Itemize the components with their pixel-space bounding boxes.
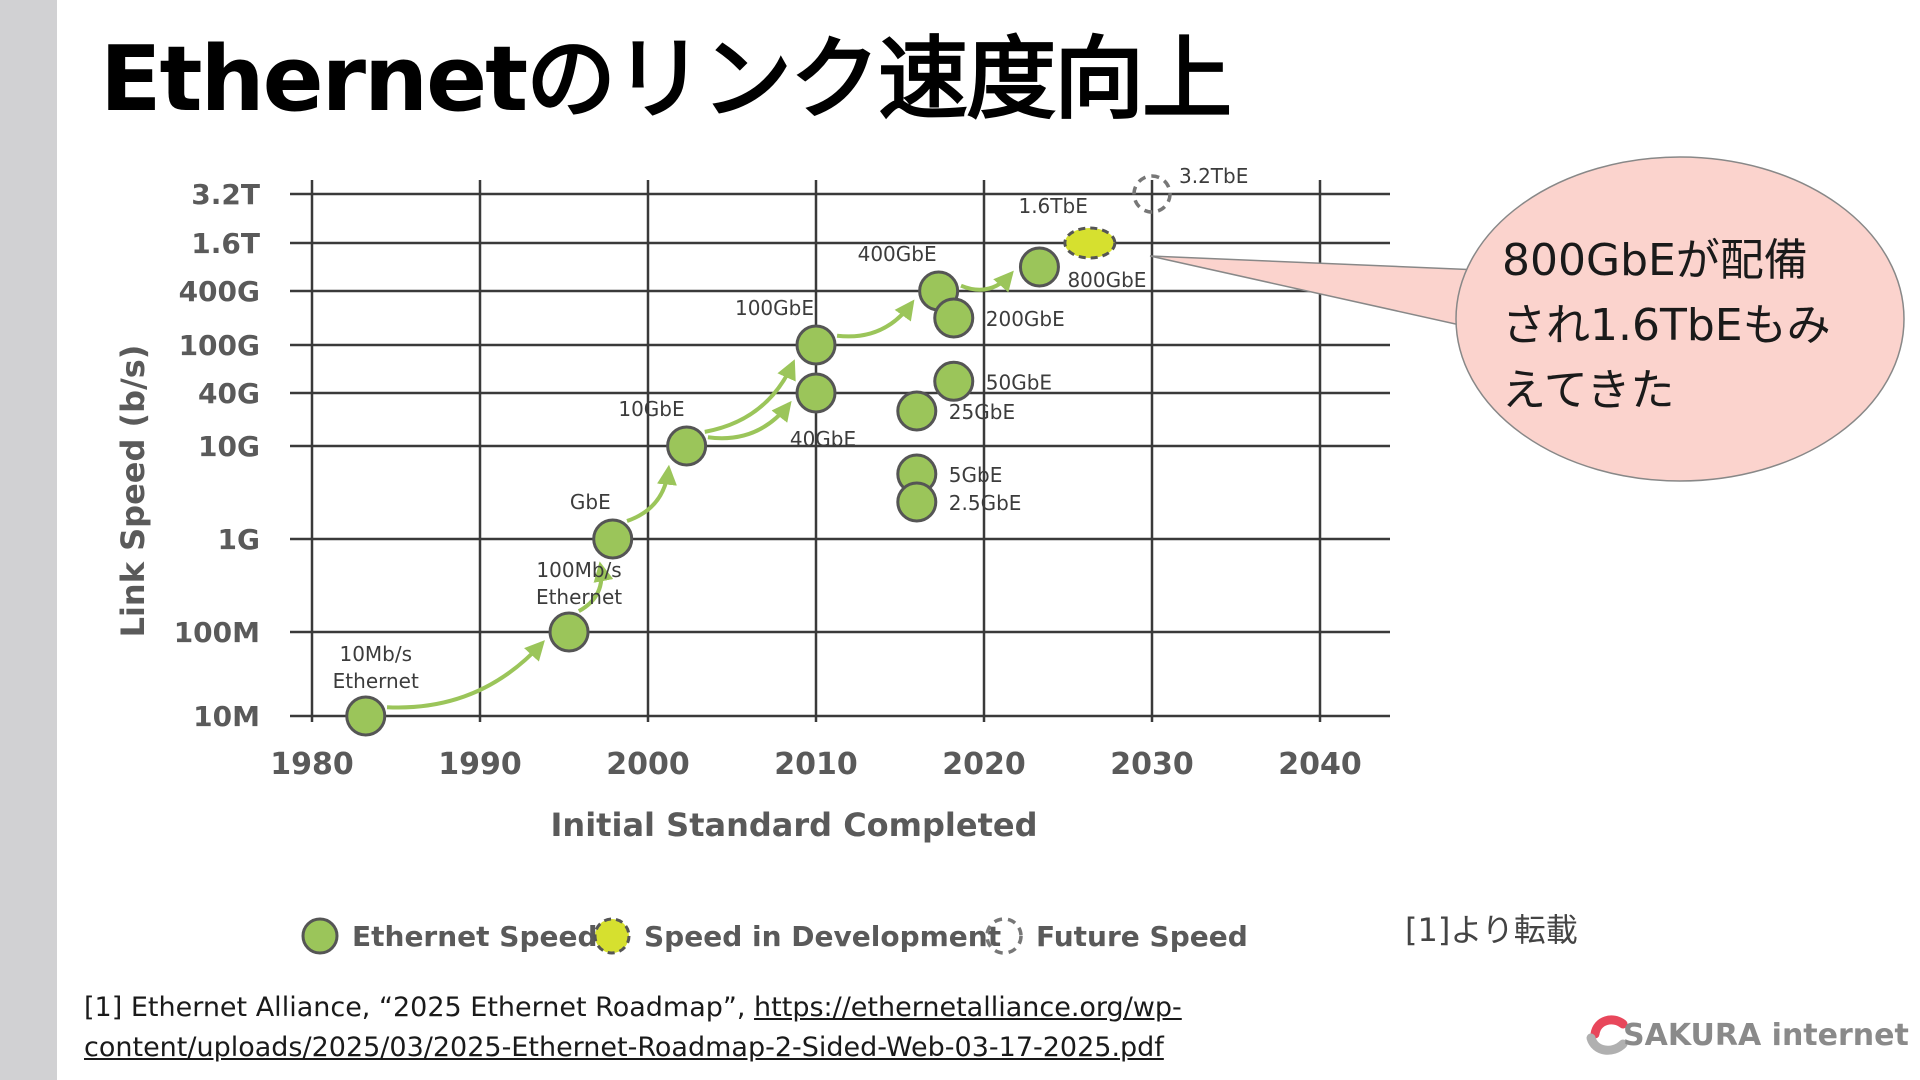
data-point xyxy=(896,390,938,432)
chart-arrow xyxy=(836,299,915,339)
data-point xyxy=(666,425,708,467)
chart-arrow xyxy=(577,561,614,613)
callout-line-1: 800GbEが配備 xyxy=(1502,235,1808,286)
data-point-future xyxy=(1132,174,1172,214)
legend-label: Speed in Development xyxy=(644,920,1001,953)
data-point xyxy=(933,360,975,402)
callout-line-2: され1.6TbEもみ xyxy=(1502,300,1831,351)
data-point-label: 5GbE xyxy=(949,463,1003,487)
y-tick-label: 100M xyxy=(174,616,260,649)
data-point-label: Ethernet xyxy=(536,585,622,609)
data-point xyxy=(592,518,634,560)
data-point xyxy=(548,611,590,653)
data-point-label: 40GbE xyxy=(790,427,856,451)
callout-body xyxy=(1455,156,1905,482)
x-tick-label: 2000 xyxy=(606,747,690,782)
y-tick-label: 100G xyxy=(179,329,260,362)
chart-arrow xyxy=(960,270,1014,293)
data-point-label: GbE xyxy=(570,490,611,514)
data-point xyxy=(795,324,837,366)
data-point-label: Ethernet xyxy=(333,669,419,693)
data-point-in-development xyxy=(1063,226,1117,260)
chart-arrow xyxy=(626,464,677,523)
slide-title: Ethernetのリンク速度向上 xyxy=(100,27,1232,132)
reference-citation: [1] Ethernet Alliance, “2025 Ethernet Ro… xyxy=(84,988,1484,1068)
y-tick-label: 3.2T xyxy=(191,178,260,211)
y-tick-label: 1G xyxy=(218,523,260,556)
legend-label: Ethernet Speed xyxy=(352,920,598,953)
data-point xyxy=(795,372,837,414)
data-point xyxy=(1018,246,1060,288)
data-point-label: 3.2TbE xyxy=(1179,164,1248,188)
reference-link[interactable]: https://ethernetalliance.org/wp-content/… xyxy=(84,992,1182,1063)
data-point xyxy=(345,695,387,737)
data-point-label: 100Mb/s xyxy=(536,558,621,582)
chart-grid xyxy=(290,180,1390,722)
chart-ticks: 10M 100M 1G 10G 40G 100G 400G 1.6T 3.2T 1980 1990 2… xyxy=(174,178,1362,782)
chart-arrow xyxy=(386,640,545,710)
legend-label: Future Speed xyxy=(1036,920,1248,953)
data-point-label: 50GbE xyxy=(986,370,1052,394)
data-point-label: 25GbE xyxy=(949,400,1015,424)
data-point-label: 200GbE xyxy=(986,307,1065,331)
reference-prefix: [1] Ethernet Alliance, “2025 Ethernet Ro… xyxy=(84,992,755,1023)
x-tick-label: 1990 xyxy=(438,747,522,782)
chart-legend: Ethernet Speed Speed in Development Future… xyxy=(301,917,1248,955)
x-tick-label: 2020 xyxy=(942,747,1026,782)
legend-marker-future xyxy=(985,917,1023,955)
y-tick-label: 40G xyxy=(198,377,260,410)
sakura-logo-icon xyxy=(1586,1015,1628,1055)
y-tick-label: 10G xyxy=(198,430,260,463)
data-point-label: 400GbE xyxy=(858,242,937,266)
data-point-label: 1.6TbE xyxy=(1018,194,1087,218)
callout-bubble: 800GbEが配備 され1.6TbEもみ えてきた xyxy=(1149,156,1905,482)
data-point-label: 100GbE xyxy=(735,296,814,320)
x-tick-label: 2040 xyxy=(1278,747,1362,782)
source-note: [1]より転載 xyxy=(1405,911,1578,949)
x-tick-label: 2030 xyxy=(1110,747,1194,782)
y-tick-label: 400G xyxy=(179,275,260,308)
chart-points xyxy=(345,174,1172,737)
y-tick-label: 1.6T xyxy=(191,227,260,260)
data-point-label: 2.5GbE xyxy=(949,491,1022,515)
data-point-label: 10GbE xyxy=(618,397,684,421)
x-tick-label: 1980 xyxy=(270,747,354,782)
callout-line-3: えてきた xyxy=(1502,365,1674,416)
chart-point-labels: 10Mb/s Ethernet 100Mb/s Ethernet GbE 10GbE 40G… xyxy=(333,164,1249,693)
y-tick-label: 10M xyxy=(193,700,260,733)
chart-arrow xyxy=(704,359,796,434)
left-sidebar-bar xyxy=(0,0,57,1080)
data-point xyxy=(896,481,938,523)
legend-marker-ethernet-speed xyxy=(301,917,339,955)
sakura-internet-logo: SAKURA internet xyxy=(1583,998,1909,1058)
x-tick-label: 2010 xyxy=(774,747,858,782)
data-point-label: 800GbE xyxy=(1067,268,1146,292)
data-point-label: 10Mb/s xyxy=(339,642,412,666)
data-point xyxy=(933,297,975,339)
y-axis-title: Link Speed (b/s) xyxy=(114,345,152,638)
logo-text: SAKURA internet xyxy=(1623,1018,1909,1053)
legend-marker-in-development xyxy=(593,917,631,955)
chart-arrows xyxy=(386,270,1014,710)
chart-arrow xyxy=(707,400,792,441)
x-axis-title: Initial Standard Completed xyxy=(551,806,1038,844)
